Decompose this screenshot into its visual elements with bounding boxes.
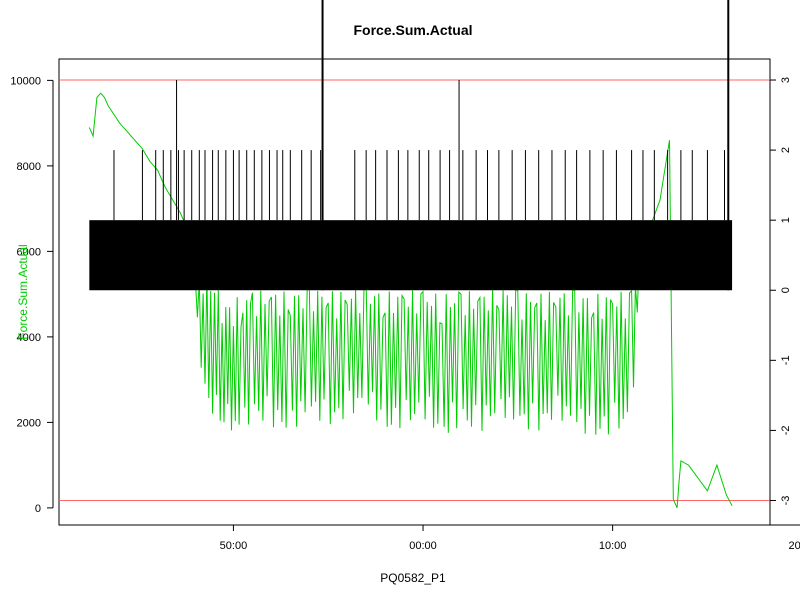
force-series-line [88,92,733,509]
x-axis-label: PQ0582_P1 [380,571,446,585]
y-left-tick-label: 8000 [17,161,41,173]
overlay-band [89,220,733,291]
y-left-tick-label: 6000 [17,246,41,258]
y-axis-label: Force.Sum.Actual [16,244,30,339]
x-tick-label: 50:00 [220,540,248,552]
y-right-tick-label: 1 [780,217,792,223]
y-left-tick-label: 2000 [17,417,41,429]
y-right-tick-label: -3 [780,496,792,506]
plot-area [59,0,770,509]
x-tick-label: 20:00 [788,540,800,552]
y-left-tick-label: 0 [35,503,41,515]
y-left-tick-label: 4000 [17,332,41,344]
y-right-tick-label: 2 [780,147,792,153]
x-tick-label: 10:00 [599,540,627,552]
y-left-tick-label: 10000 [10,75,41,87]
y-right-tick-label: 3 [780,77,792,83]
y-right-tick-label: 0 [780,287,792,293]
chart-title: Force.Sum.Actual [353,22,472,38]
x-tick-label: 00:00 [409,540,437,552]
y-right-tick-label: -2 [780,426,792,436]
y-right-tick-label: -1 [780,355,792,365]
axes: 0 2000 4000 6000 8000 10000 -3 -2 -1 0 1 2 3 50:00 00:… [10,75,800,552]
plot-frame [58,58,771,526]
